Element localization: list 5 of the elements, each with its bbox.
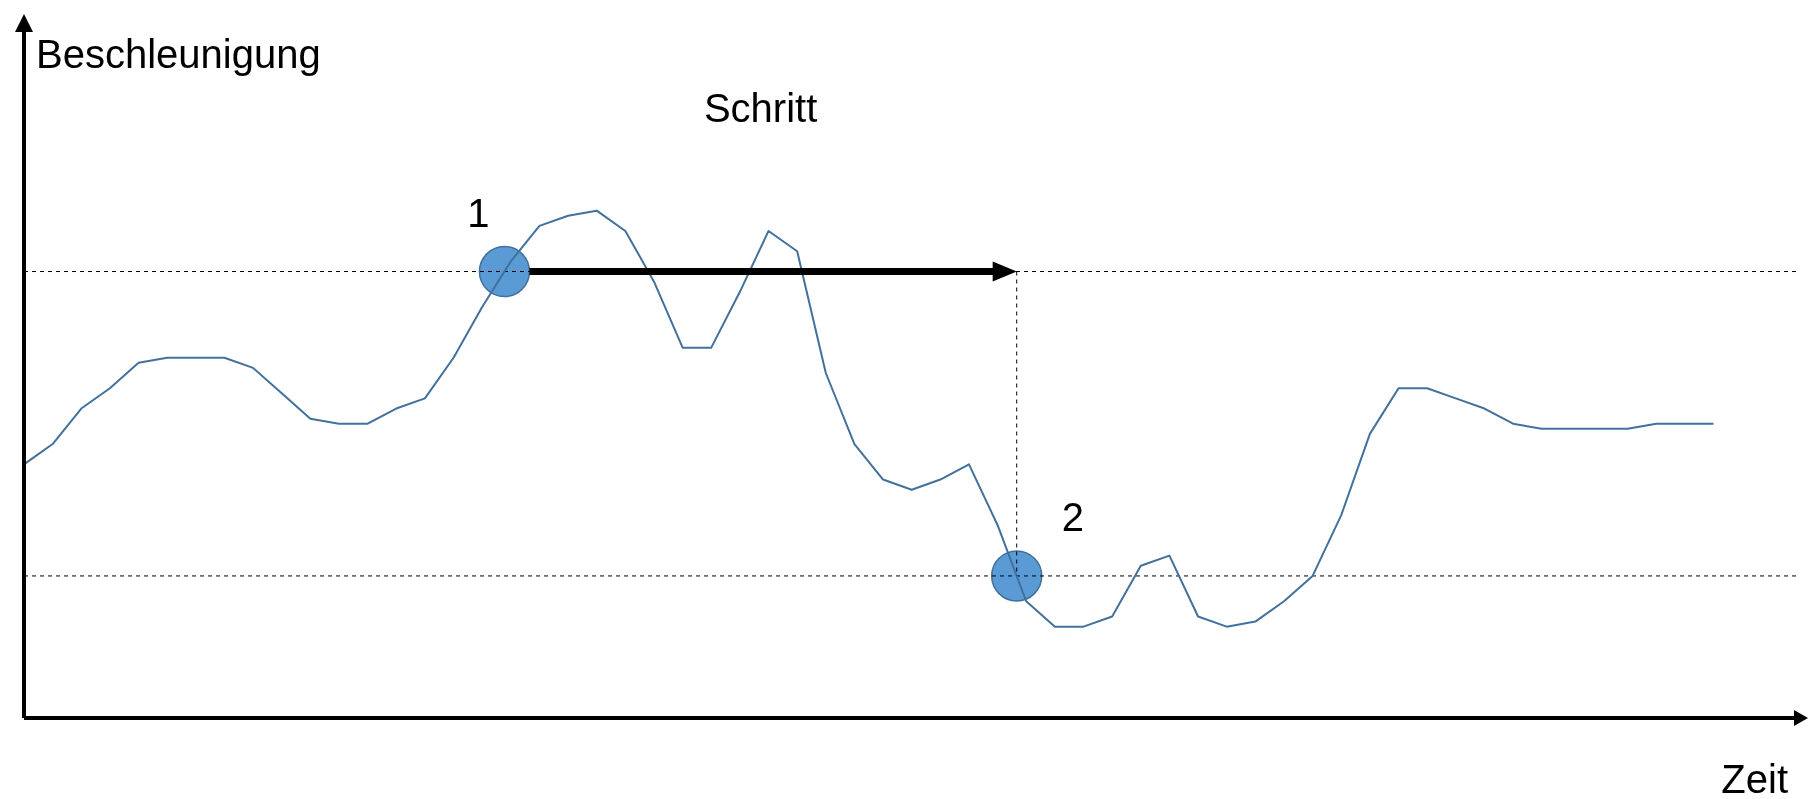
annotation: 2 [1061, 494, 1084, 539]
annotation: 1 [467, 190, 490, 235]
text: Schritt [703, 85, 818, 130]
x-axis-title: Zeit [1721, 757, 1788, 799]
y-axis-title: Beschleunigung [36, 32, 321, 76]
